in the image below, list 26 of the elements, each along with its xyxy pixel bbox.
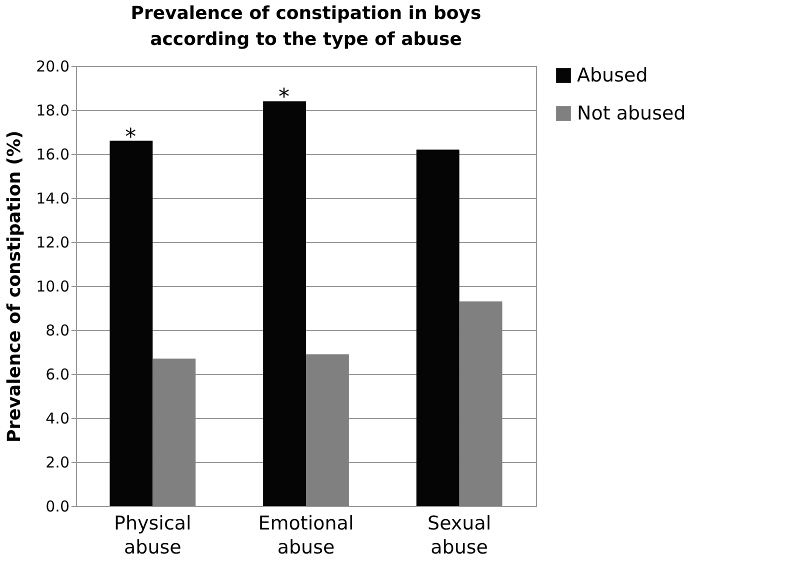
bar bbox=[459, 301, 502, 506]
x-tick-label: Emotional abuse bbox=[258, 512, 354, 558]
y-axis-title: Prevalence of constipation (%) bbox=[4, 130, 26, 443]
bar bbox=[263, 101, 306, 506]
y-tick-label: 2.0 bbox=[46, 454, 70, 472]
y-tick-label: 16.0 bbox=[36, 146, 70, 164]
y-tick-label: 10.0 bbox=[36, 278, 70, 296]
y-tick-label: 12.0 bbox=[36, 234, 70, 252]
chart-title: Prevalence of constipation in boys according to the type of abuse bbox=[130, 3, 482, 50]
x-tick-label: Physical abuse bbox=[114, 512, 192, 558]
bar bbox=[152, 358, 196, 506]
x-tick-label: Sexual abuse bbox=[428, 512, 492, 558]
y-tick-label: 14.0 bbox=[36, 190, 70, 208]
bar bbox=[110, 140, 153, 506]
y-tick-label: 20.0 bbox=[36, 58, 70, 76]
y-tick-label: 18.0 bbox=[36, 102, 70, 120]
y-tick-label: 4.0 bbox=[46, 410, 70, 428]
bar bbox=[416, 150, 460, 506]
annotation: * bbox=[125, 124, 136, 150]
legend-label: Not abused bbox=[577, 102, 686, 124]
legend-label: Abused bbox=[577, 64, 648, 86]
annotation: * bbox=[278, 85, 290, 110]
y-tick-label: 6.0 bbox=[46, 366, 70, 384]
bar bbox=[306, 354, 349, 506]
y-tick-label: 8.0 bbox=[46, 322, 70, 340]
y-tick-label: 0.0 bbox=[46, 498, 70, 516]
